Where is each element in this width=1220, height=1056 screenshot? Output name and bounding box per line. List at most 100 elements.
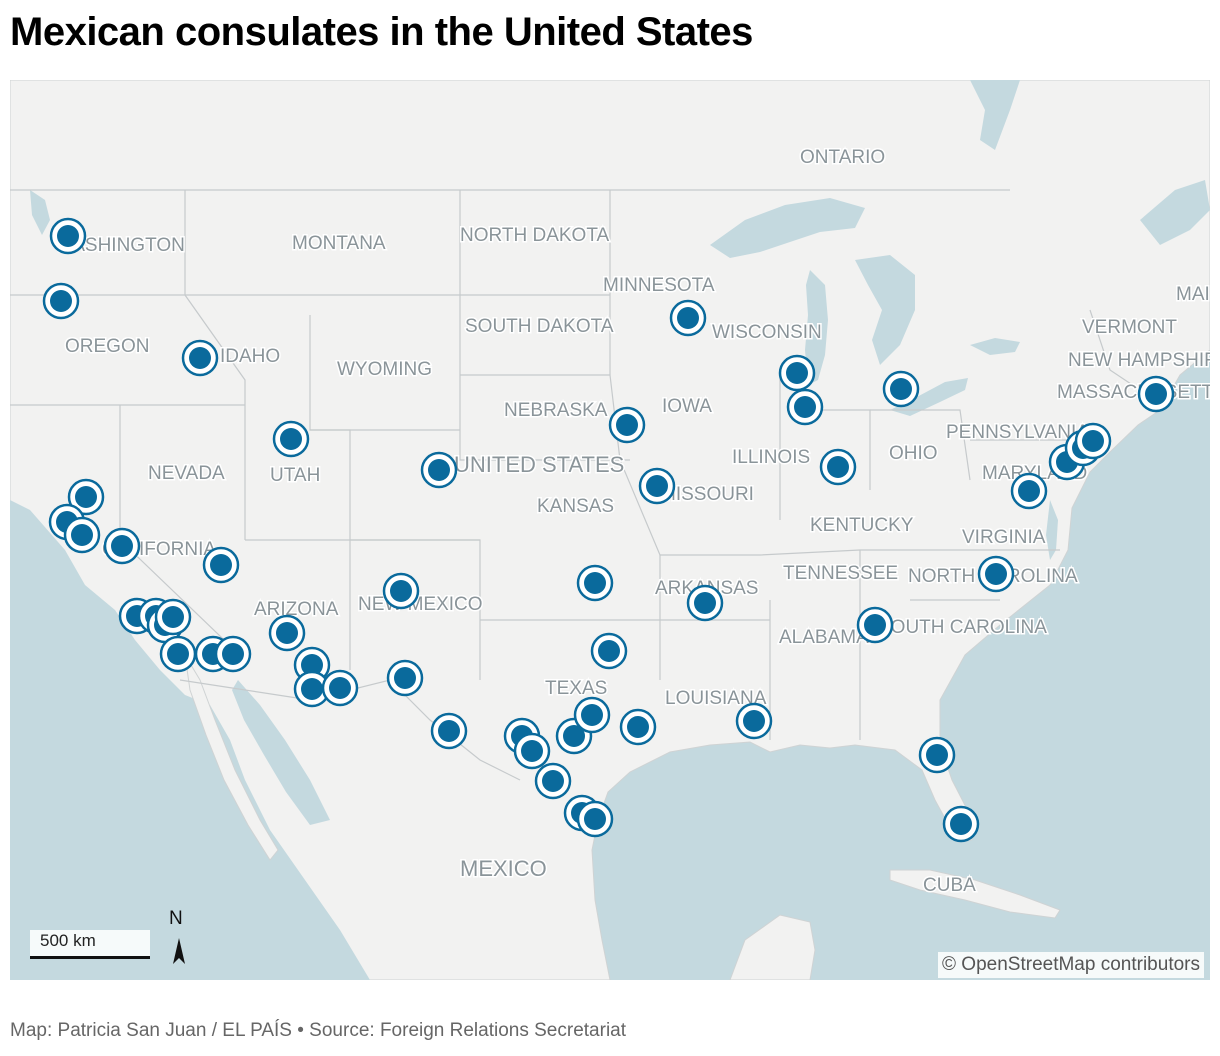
consulate-marker[interactable]	[154, 598, 192, 636]
consulate-marker[interactable]	[159, 635, 197, 673]
label-cuba: CUBA	[923, 875, 976, 896]
label-illinois: ILLINOIS	[732, 447, 810, 468]
consulate-marker[interactable]	[1074, 422, 1112, 460]
consulate-marker[interactable]	[735, 702, 773, 740]
label-vermont: VERMONT	[1082, 317, 1177, 338]
chesapeake-bay	[1046, 500, 1058, 560]
north-label: N	[169, 908, 183, 929]
consulate-marker[interactable]	[977, 555, 1015, 593]
puget-sound	[30, 190, 50, 235]
consulate-marker[interactable]	[67, 478, 105, 516]
label-arizona: ARIZONA	[254, 599, 339, 620]
consulate-marker[interactable]	[293, 670, 331, 708]
consulate-marker[interactable]	[856, 606, 894, 644]
place-labels: ONTARIO WASHINGTON MONTANA NORTH DAKOTA …	[54, 146, 1211, 898]
lake-superior	[710, 198, 865, 258]
consulate-marker[interactable]	[49, 217, 87, 255]
consulate-marker[interactable]	[272, 420, 310, 458]
gulf-of-st-lawrence	[1140, 180, 1210, 245]
label-texas: TEXAS	[545, 678, 607, 699]
consulate-marker[interactable]	[918, 736, 956, 774]
consulate-marker[interactable]	[576, 564, 614, 602]
yucatan-peninsula	[729, 914, 816, 980]
consulate-marker[interactable]	[786, 388, 824, 426]
consulate-marker[interactable]	[386, 659, 424, 697]
consulate-marker[interactable]	[202, 546, 240, 584]
consulate-markers	[42, 217, 1175, 843]
consulate-marker[interactable]	[669, 299, 707, 337]
cuba-island	[889, 869, 1061, 919]
label-nebraska: NEBRASKA	[504, 400, 608, 421]
north-arrow: N	[168, 908, 190, 968]
scale-bar: 500 km	[30, 930, 150, 960]
gulf-of-california	[232, 680, 330, 825]
baja-california	[184, 654, 279, 861]
label-kansas: KANSAS	[537, 496, 614, 517]
lake-erie	[890, 378, 968, 416]
label-ontario: ONTARIO	[800, 147, 885, 168]
label-alabama: ALABAMA	[779, 627, 869, 648]
label-united-states: UNITED STATES	[454, 452, 624, 477]
label-ohio: OHIO	[889, 443, 938, 464]
label-new-hampshire: NEW HAMPSHIR	[1068, 350, 1210, 371]
northern-waters	[970, 80, 1020, 150]
consulate-marker[interactable]	[619, 708, 657, 746]
consulate-marker[interactable]	[63, 516, 101, 554]
consulate-marker[interactable]	[778, 354, 816, 392]
label-nevada: NEVADA	[148, 463, 225, 484]
map-title: Mexican consulates in the United States	[10, 10, 753, 54]
consulate-marker[interactable]	[882, 370, 920, 408]
label-oregon: OREGON	[65, 336, 149, 357]
label-north-dakota: NORTH DAKOTA	[460, 225, 610, 246]
consulate-marker[interactable]	[42, 282, 80, 320]
consulate-marker[interactable]	[513, 732, 551, 770]
label-iowa: IOWA	[662, 396, 712, 417]
label-idaho: IDAHO	[220, 346, 280, 367]
label-wyoming: WYOMING	[337, 359, 432, 380]
consulate-marker[interactable]	[608, 406, 646, 444]
label-kentucky: KENTUCKY	[810, 515, 914, 536]
lake-ontario	[970, 338, 1020, 355]
label-south-carolina: SOUTH CAROLINA	[878, 617, 1047, 638]
north-arrow-icon	[173, 938, 185, 964]
consulate-marker[interactable]	[321, 669, 359, 707]
lake-huron	[855, 255, 915, 365]
label-minnesota: MINNESOTA	[603, 275, 715, 296]
base-map: ONTARIO WASHINGTON MONTANA NORTH DAKOTA …	[10, 80, 1210, 980]
consulate-marker[interactable]	[534, 762, 572, 800]
source-credit: Map: Patricia San Juan / EL PAÍS • Sourc…	[10, 1020, 627, 1041]
consulate-marker[interactable]	[382, 572, 420, 610]
consulate-marker[interactable]	[103, 527, 141, 565]
lake-michigan	[805, 270, 828, 385]
label-montana: MONTANA	[292, 233, 386, 254]
label-pennsylvania: PENNSYLVANIA	[946, 422, 1089, 443]
consulate-marker[interactable]	[268, 614, 306, 652]
consulate-marker[interactable]	[573, 696, 611, 734]
consulate-marker[interactable]	[181, 339, 219, 377]
label-mexico: MEXICO	[460, 856, 547, 881]
consulate-marker[interactable]	[214, 635, 252, 673]
label-maine: MAI	[1176, 284, 1210, 305]
map-attribution[interactable]: © OpenStreetMap contributors	[938, 952, 1204, 978]
pacific-ocean-south	[10, 500, 370, 980]
consulate-marker[interactable]	[686, 584, 724, 622]
scale-label: 500 km	[40, 931, 96, 950]
consulate-marker[interactable]	[1137, 375, 1175, 413]
borders	[10, 189, 1141, 781]
consulate-marker[interactable]	[1010, 472, 1048, 510]
label-south-dakota: SOUTH DAKOTA	[465, 316, 614, 337]
consulate-marker[interactable]	[576, 800, 614, 838]
consulate-marker[interactable]	[420, 451, 458, 489]
consulate-marker[interactable]	[942, 805, 980, 843]
label-wisconsin: WISCONSIN	[712, 322, 822, 343]
consulate-marker[interactable]	[819, 448, 857, 486]
label-massachusetts: MASSACHUSETTS	[1057, 382, 1210, 403]
label-virginia: VIRGINIA	[962, 527, 1046, 548]
map-canvas[interactable]: ONTARIO WASHINGTON MONTANA NORTH DAKOTA …	[10, 80, 1210, 980]
label-new-mexico: NEW MEXICO	[358, 594, 483, 615]
consulate-marker[interactable]	[590, 632, 628, 670]
label-tennessee: TENNESSEE	[783, 563, 898, 584]
label-utah: UTAH	[270, 465, 320, 486]
consulate-marker[interactable]	[638, 467, 676, 505]
consulate-marker[interactable]	[430, 712, 468, 750]
